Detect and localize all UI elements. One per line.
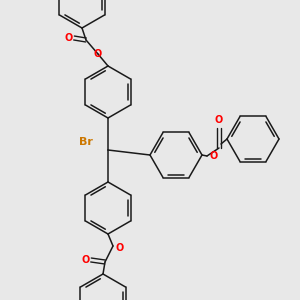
Text: Br: Br xyxy=(79,137,93,147)
Text: O: O xyxy=(82,255,90,265)
Text: O: O xyxy=(215,115,223,125)
Text: O: O xyxy=(94,49,102,59)
Text: O: O xyxy=(116,243,124,253)
Text: O: O xyxy=(210,151,218,161)
Text: O: O xyxy=(65,33,73,43)
